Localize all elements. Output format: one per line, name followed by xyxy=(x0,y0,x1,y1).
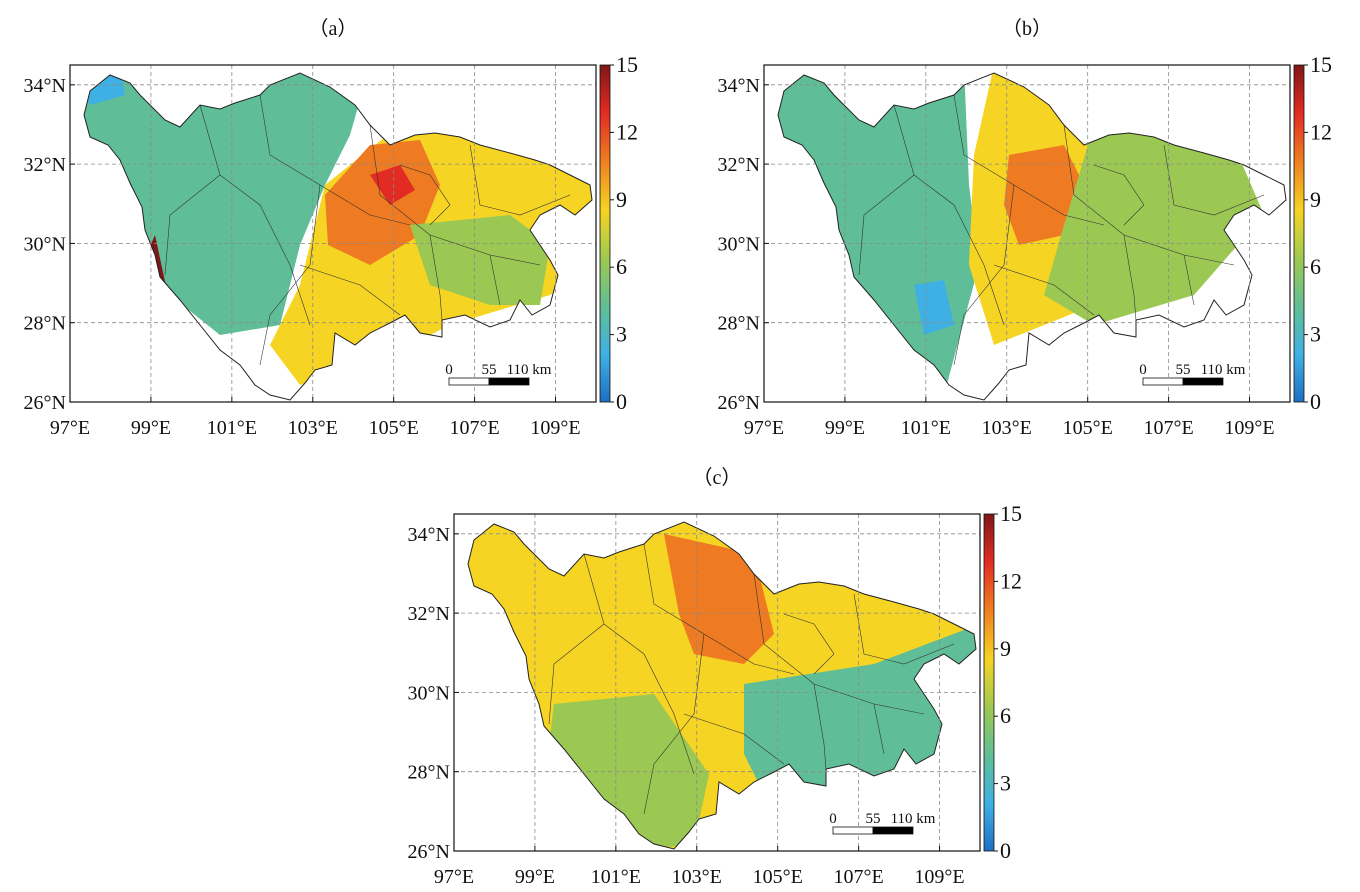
lat-tick-label: 34°N xyxy=(718,75,760,97)
lat-tick-label: 34°N xyxy=(24,75,66,97)
lon-tick-label: 99°E xyxy=(515,866,555,888)
colorbar-tick-label: 3 xyxy=(1000,771,1011,796)
province-outline xyxy=(83,72,593,401)
panel-title: （c） xyxy=(693,466,742,489)
zone-teal-green xyxy=(744,624,976,794)
gridlines xyxy=(453,514,980,852)
map-panel-2: （c） 97°E 99°E 101°E 103°E 105°E 107°E 109°E 34°N… xyxy=(408,466,1022,888)
scale-label: 0 xyxy=(445,362,453,378)
lat-tick-label: 32°N xyxy=(718,154,760,176)
scale-bar: 0 55 110 km xyxy=(445,362,552,386)
lon-tick-label: 107°E xyxy=(450,417,500,439)
lon-tick-label: 101°E xyxy=(901,417,951,439)
lon-tick-label: 103°E xyxy=(288,417,338,439)
colorbar-tick-label: 15 xyxy=(616,52,638,77)
colorbar-tick-label: 9 xyxy=(616,187,627,212)
colorbar-tick-label: 12 xyxy=(616,119,638,144)
lat-tick-label: 32°N xyxy=(408,603,450,625)
county-boundaries xyxy=(164,94,571,366)
map-border xyxy=(453,513,981,852)
lat-tick-label: 34°N xyxy=(408,524,450,546)
county-boundaries xyxy=(548,543,955,815)
lon-tick-label: 103°E xyxy=(982,417,1032,439)
colorbar-tick-label: 0 xyxy=(616,389,627,414)
lat-tick-label: 30°N xyxy=(408,682,450,704)
colorbar-tick-label: 3 xyxy=(1310,322,1321,347)
colorbar-tick-label: 12 xyxy=(1310,119,1332,144)
scale-label: 55 xyxy=(1176,362,1191,378)
province-outline xyxy=(777,72,1287,401)
province-outline xyxy=(467,521,977,850)
lon-tick-label: 105°E xyxy=(753,866,803,888)
colorbar: 15 12 9 6 3 0 xyxy=(599,52,638,414)
lat-tick-label: 28°N xyxy=(24,313,66,335)
colorbar-tick-label: 6 xyxy=(616,254,627,279)
lon-tick-label: 107°E xyxy=(834,866,884,888)
gridlines xyxy=(69,65,596,403)
colorbar-tick-label: 9 xyxy=(1310,187,1321,212)
lon-tick-label: 97°E xyxy=(50,417,90,439)
lat-tick-label: 26°N xyxy=(408,841,450,863)
colorbar: 15 12 9 6 3 0 xyxy=(1293,52,1332,414)
lat-tick-label: 30°N xyxy=(718,233,760,255)
lon-tick-label: 107°E xyxy=(1144,417,1194,439)
zone-red xyxy=(370,165,415,205)
scale-bar: 0 55 110 km xyxy=(1139,362,1246,386)
scale-label: 110 km xyxy=(507,362,552,378)
map-border xyxy=(69,64,597,403)
map-border xyxy=(763,64,1291,403)
zone-teal-green xyxy=(84,73,370,335)
scale-label: 55 xyxy=(866,811,881,827)
colorbar-tick-label: 0 xyxy=(1310,389,1321,414)
lon-tick-label: 99°E xyxy=(825,417,865,439)
lon-tick-label: 103°E xyxy=(672,866,722,888)
zone-orange xyxy=(325,140,440,265)
lat-tick-label: 30°N xyxy=(24,233,66,255)
lon-tick-label: 99°E xyxy=(131,417,171,439)
colorbar-tick-label: 15 xyxy=(1000,501,1022,526)
scale-label: 55 xyxy=(482,362,497,378)
lon-tick-label: 109°E xyxy=(914,866,964,888)
lat-tick-label: 26°N xyxy=(24,392,66,414)
colorbar-tick-label: 0 xyxy=(1000,838,1011,863)
colorbar-tick-label: 6 xyxy=(1000,703,1011,728)
lon-tick-label: 101°E xyxy=(207,417,257,439)
lon-tick-label: 97°E xyxy=(434,866,474,888)
zone-orange xyxy=(664,534,774,664)
map-panel-1: （b） 97°E 99°E 101°E 103°E 105°E 107°E 109°E 34°N… xyxy=(718,17,1332,439)
map-panel-0: （a） 97°E 99°E 101°E 103°E 105°E 107°E 109°E 34°N… xyxy=(24,17,638,439)
lat-tick-label: 28°N xyxy=(408,762,450,784)
lon-tick-label: 105°E xyxy=(369,417,419,439)
scale-label: 110 km xyxy=(1201,362,1246,378)
lon-tick-label: 101°E xyxy=(591,866,641,888)
gridlines xyxy=(763,65,1290,403)
zone-light-blue xyxy=(914,280,954,335)
county-boundaries xyxy=(858,94,1265,366)
zone-light-green xyxy=(1044,125,1264,325)
lat-tick-label: 26°N xyxy=(718,392,760,414)
scale-label: 110 km xyxy=(891,811,936,827)
lat-tick-label: 32°N xyxy=(24,154,66,176)
colorbar-tick-label: 15 xyxy=(1310,52,1332,77)
panel-title: （a） xyxy=(309,17,358,40)
zone-light-green xyxy=(410,215,550,305)
lon-tick-label: 109°E xyxy=(530,417,580,439)
panel-title: （b） xyxy=(1002,17,1052,40)
colorbar: 15 12 9 6 3 0 xyxy=(983,501,1022,863)
colorbar-tick-label: 3 xyxy=(616,322,627,347)
scale-bar: 0 55 110 km xyxy=(829,811,936,835)
lon-tick-label: 97°E xyxy=(744,417,784,439)
colorbar-tick-label: 9 xyxy=(1000,636,1011,661)
lon-tick-label: 105°E xyxy=(1063,417,1113,439)
lat-tick-label: 28°N xyxy=(718,313,760,335)
lon-tick-label: 109°E xyxy=(1224,417,1274,439)
colorbar-tick-label: 12 xyxy=(1000,568,1022,593)
colorbar-tick-label: 6 xyxy=(1310,254,1321,279)
scale-label: 0 xyxy=(829,811,837,827)
scale-label: 0 xyxy=(1139,362,1147,378)
